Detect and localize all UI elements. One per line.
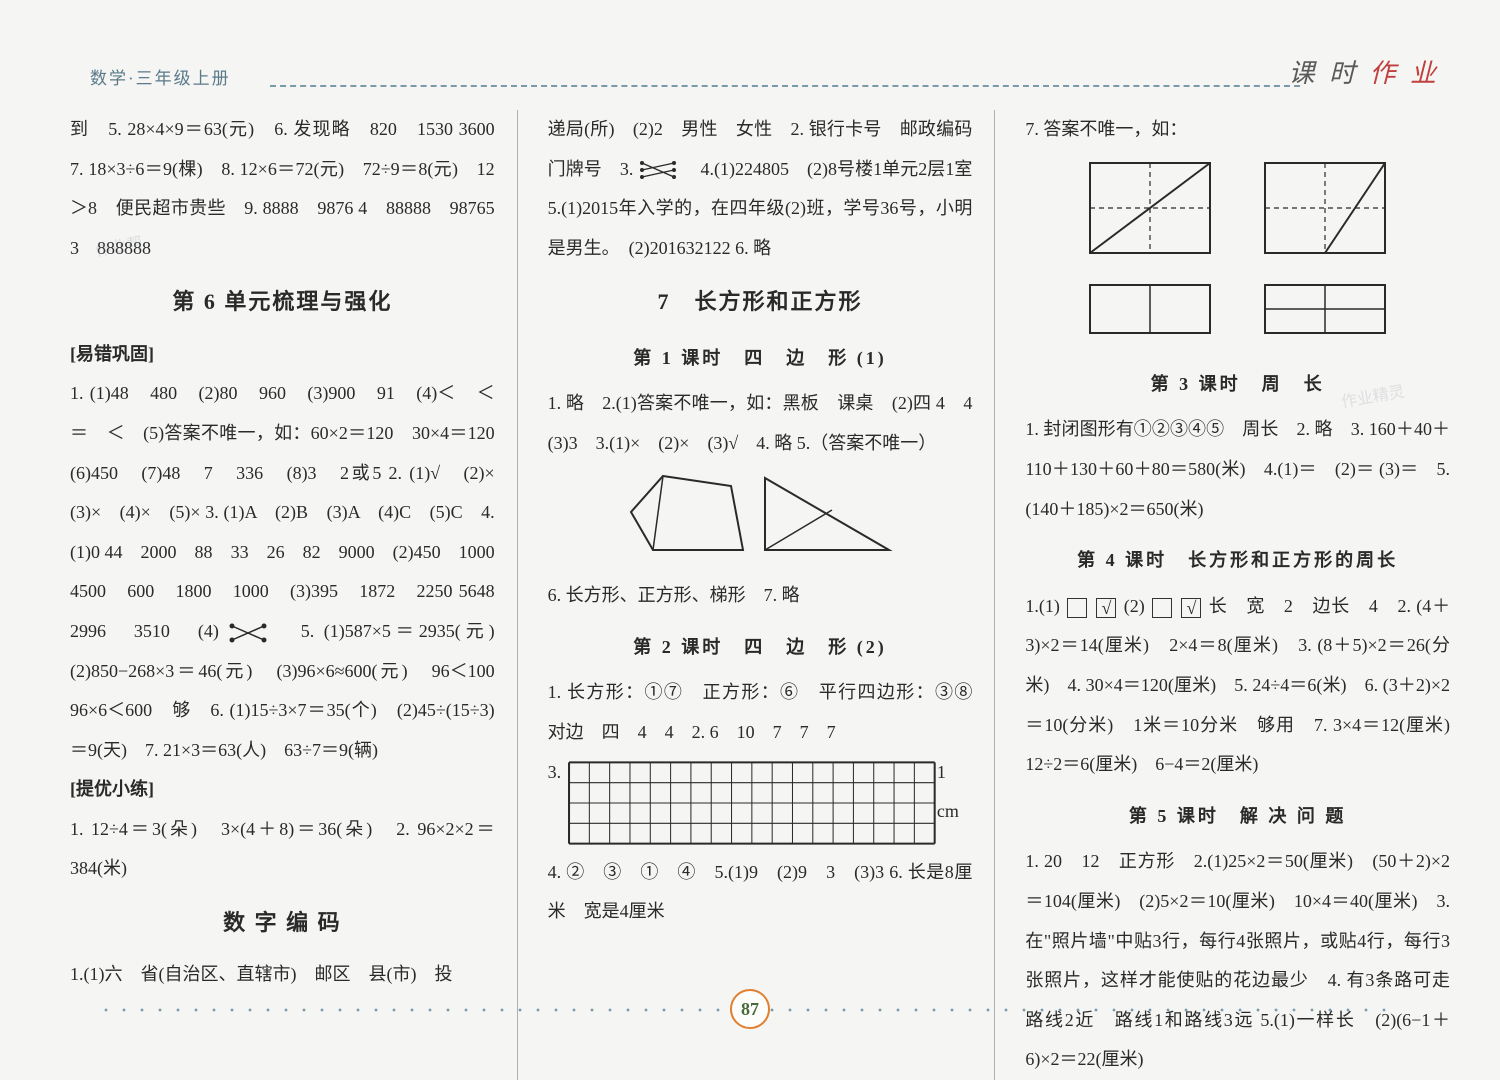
rect-diag-1 <box>1085 158 1215 258</box>
col1-heading-coding: 数 字 编 码 <box>70 899 495 947</box>
col3-rect-figures-row2 <box>1025 280 1450 353</box>
col3-lead: 7. 答案不唯一，如： <box>1025 110 1450 150</box>
col1-section2-text: 1. 12÷4＝3(朵) 3×(4＋8)＝36(朵) 2. 96×2×2＝384… <box>70 810 495 889</box>
col3-sub3-text: 1. 封闭图形有①②③④⑤ 周长 2. 略 3. 160＋40＋110＋130＋… <box>1025 410 1450 529</box>
col1-section1-text: 1. (1)48 480 (2)80 960 (3)900 91 (4)＜ ＜ … <box>70 374 495 770</box>
grid-figure <box>567 758 937 848</box>
cross-lines-icon <box>228 622 268 644</box>
col2-heading-unit7: 7 长方形和正方形 <box>548 278 973 326</box>
col2-grid-label-left: 3. <box>548 753 562 793</box>
rect-split-2 <box>1260 280 1390 338</box>
col1-section1-label: [易错巩固] <box>70 335 495 375</box>
cross-match-icon <box>638 159 678 181</box>
col3-sub4-text: 1.(1) √ (2) √ 长 宽 2 边长 4 2. (4＋3)×2＝14(厘… <box>1025 587 1450 785</box>
col3-sub4-heading: 第 4 课时 长方形和正方形的周长 <box>1025 541 1450 581</box>
triangle-shape <box>757 468 897 558</box>
col3-sub3-heading: 第 3 课时 周 长 <box>1025 365 1450 405</box>
header-title-plain: 课 时 <box>1288 59 1359 88</box>
col1-section1-text-b: 5. (1)587×5＝2935(元) (2)850−268×3＝46(元) (… <box>70 621 513 760</box>
header-divider <box>270 85 1300 87</box>
col2-grid-label-right: 1 cm <box>937 753 972 832</box>
rect-split-1 <box>1085 280 1215 338</box>
col3-sub4-a: 1.(1) <box>1025 596 1060 616</box>
col2-sub1-text-a: 1. 略 2.(1)答案不唯一，如：黑板 课桌 (2)四 4 4 (3)3 3.… <box>548 384 973 463</box>
col1-preamble: 到 5. 28×4×9＝63(元) 6. 发现略 820 1530 3600 7… <box>70 110 495 268</box>
page-number: 87 <box>730 989 770 1030</box>
col2-grid-row: 3. 1 cm <box>548 753 973 853</box>
column-2: 递局(所) (2)2 男性 女性 2. 银行卡号 邮政编码 门牌号 3. 4.(… <box>548 110 996 1080</box>
col1-section1-text-a: 1. (1)48 480 (2)80 960 (3)900 91 (4)＜ ＜ … <box>70 383 513 641</box>
col2-continuation: 递局(所) (2)2 男性 女性 2. 银行卡号 邮政编码 门牌号 3. 4.(… <box>548 110 973 268</box>
header-title-red: 作 业 <box>1369 59 1440 88</box>
checkbox-checked: √ <box>1096 598 1116 618</box>
checkbox-empty <box>1152 598 1172 618</box>
col3-sub5-heading: 第 5 课时 解 决 问 题 <box>1025 797 1450 837</box>
col1-heading-unit6: 第 6 单元梳理与强化 <box>70 278 495 326</box>
col3-sub4-c: 长 宽 2 边长 4 2. (4＋3)×2＝14(厘米) 2×4＝8(厘米) 3… <box>1025 596 1468 774</box>
column-1: 到 5. 28×4×9＝63(元) 6. 发现略 820 1530 3600 7… <box>70 110 518 1080</box>
col3-sub4-b: (2) <box>1124 596 1145 616</box>
col3-rect-figures <box>1025 158 1450 273</box>
col2-sub1-text-b: 6. 长方形、正方形、梯形 7. 略 <box>548 576 973 616</box>
col1-section3-text: 1.(1)六 省(自治区、直辖市) 邮区 县(市) 投 <box>70 955 495 995</box>
header-subject: 数学·三年级上册 <box>90 60 231 97</box>
rect-diag-2 <box>1260 158 1390 258</box>
checkbox-empty <box>1067 598 1087 618</box>
page-columns: 到 5. 28×4×9＝63(元) 6. 发现略 820 1530 3600 7… <box>70 110 1450 1080</box>
pentagon-shape <box>623 468 753 558</box>
column-3: 7. 答案不唯一，如： <box>1025 110 1450 1080</box>
header-title: 课 时 作 业 <box>1288 45 1440 102</box>
col2-sub1-heading: 第 1 课时 四 边 形 (1) <box>548 339 973 379</box>
col1-section2-label: [提优小练] <box>70 770 495 810</box>
col3-sub5-text: 1. 20 12 正方形 2.(1)25×2＝50(厘米) (50＋2)×2＝1… <box>1025 842 1450 1080</box>
col2-sub2-heading: 第 2 课时 四 边 形 (2) <box>548 628 973 668</box>
page-number-badge: 87 <box>730 989 770 1029</box>
col2-sub2-text-b: 4. ② ③ ① ④ 5.(1)9 (2)9 3 (3)3 6. 长是8厘米 宽… <box>548 853 973 932</box>
checkbox-checked: √ <box>1181 598 1201 618</box>
col2-sub2-text-a: 1. 长方形：①⑦ 正方形：⑥ 平行四边形：③⑧ 对边 四 4 4 2. 6 1… <box>548 673 973 752</box>
col2-shapes-row <box>548 468 973 573</box>
